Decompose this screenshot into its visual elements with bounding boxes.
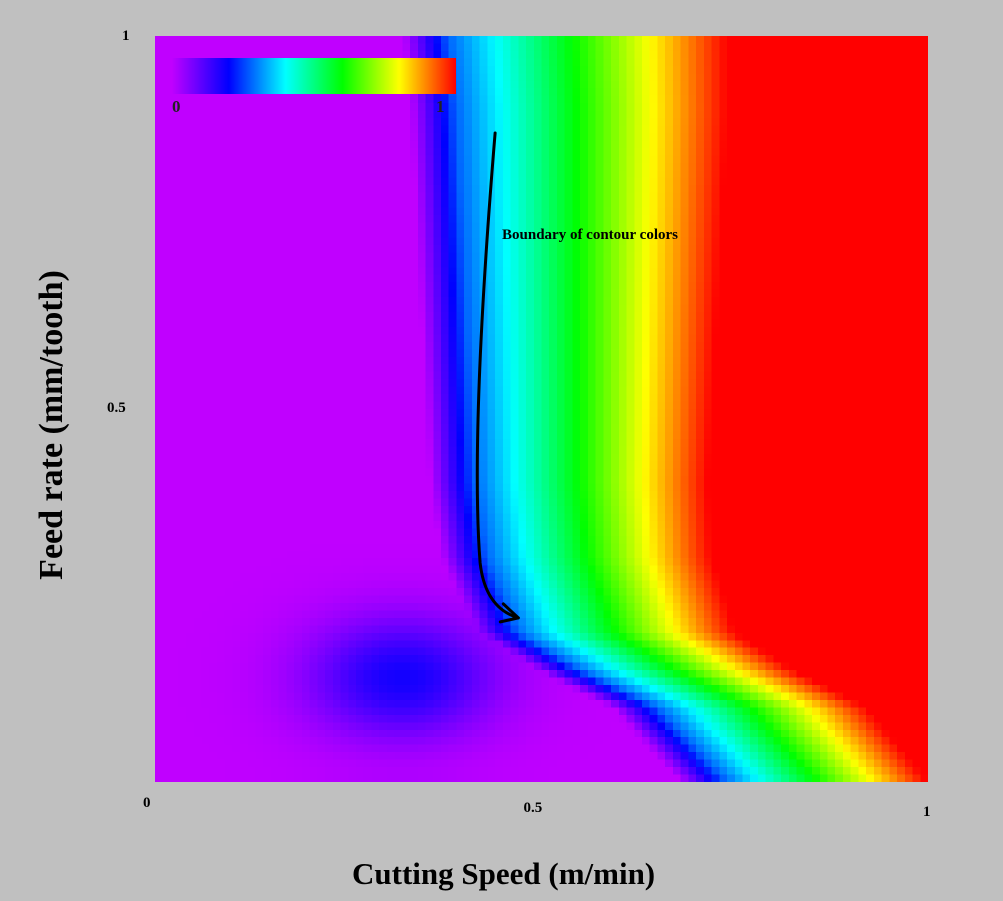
y-tick-label: 0.5 bbox=[107, 400, 126, 416]
colorbar bbox=[172, 58, 456, 94]
colorbar-min-label: 0 bbox=[172, 97, 181, 116]
annotation-label: Boundary of contour colors bbox=[502, 227, 678, 243]
y-tick-label: 1 bbox=[122, 28, 130, 44]
y-axis-label: Feed rate (mm/tooth) bbox=[33, 270, 70, 580]
x-axis-label: Cutting Speed (m/min) bbox=[352, 856, 656, 891]
heatmap-plot-area bbox=[155, 36, 928, 782]
x-tick-label: 0.5 bbox=[523, 800, 543, 816]
colorbar-max-label: 1 bbox=[436, 97, 445, 116]
x-tick-label: 1 bbox=[923, 804, 931, 820]
x-tick-label: 0 bbox=[143, 795, 151, 811]
